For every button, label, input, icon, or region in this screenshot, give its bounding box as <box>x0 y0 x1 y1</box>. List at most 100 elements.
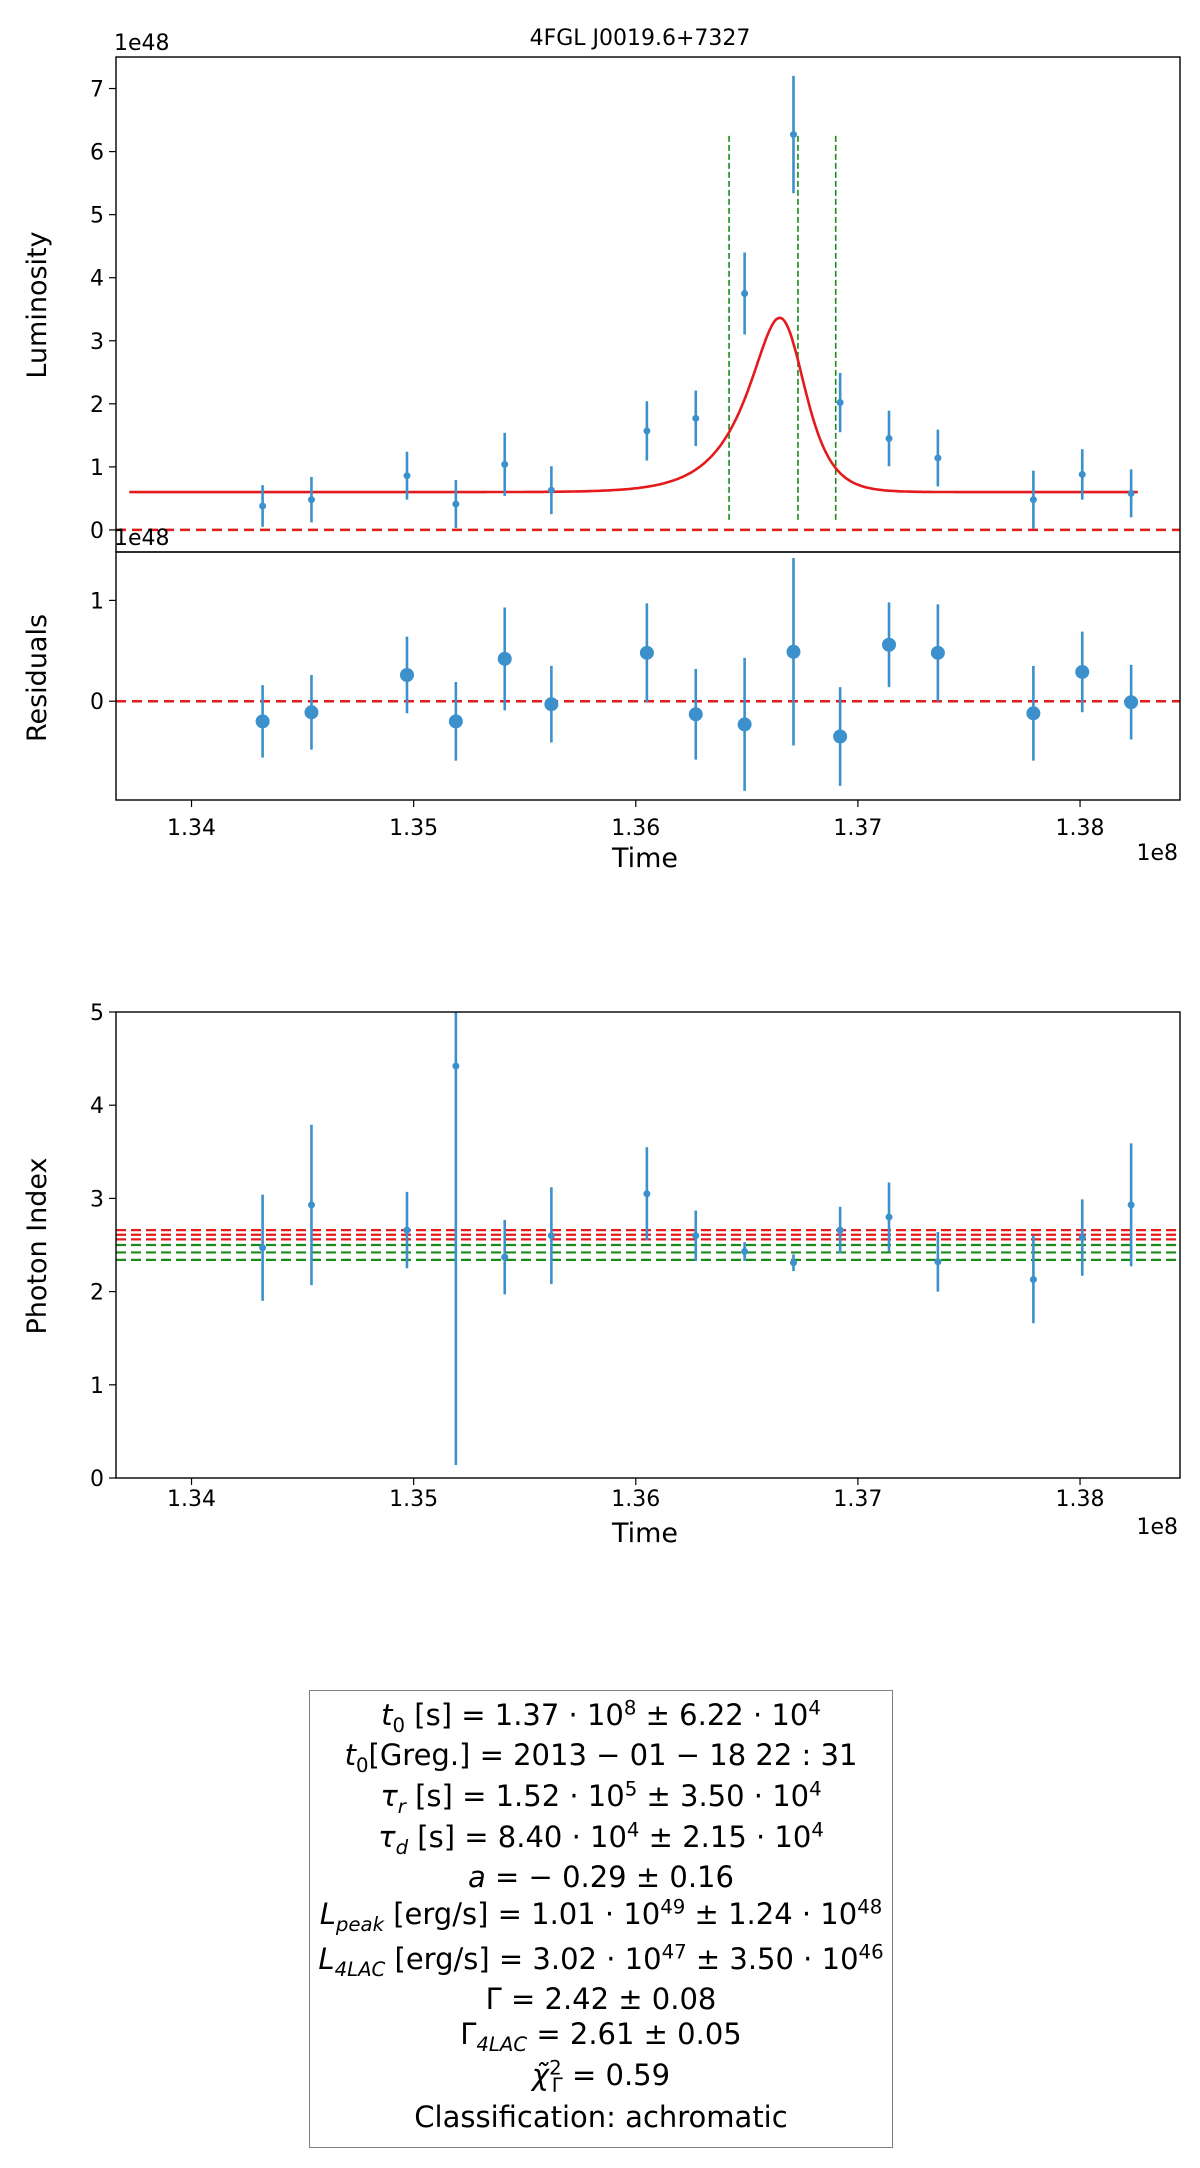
x-tick-label: 1.36 <box>611 1487 661 1512</box>
data-point <box>1029 1275 1037 1283</box>
data-point <box>497 651 512 666</box>
x-tick-label: 1.38 <box>1056 816 1105 841</box>
y-tick-label: 2 <box>90 393 104 418</box>
classification-line: Classification: achromatic <box>414 2100 788 2134</box>
t0-greg-line: t0[Greg.] = 2013 − 01 − 18 22 : 31 <box>344 1738 858 1777</box>
x-tick-label: 1.38 <box>1055 1487 1105 1512</box>
photon-index-axis-label: Photon Index <box>22 1157 53 1334</box>
residuals-x-offset-label: 1e8 <box>1136 841 1178 866</box>
data-point <box>452 1062 460 1070</box>
data-point <box>934 454 942 462</box>
y-tick-label: 5 <box>90 1001 104 1026</box>
axes-frame <box>115 1011 1181 1479</box>
a-line: a = − 0.29 ± 0.16 <box>468 1860 734 1894</box>
x-tick-label: 1.37 <box>833 816 882 841</box>
tau-r-line: τr [s] = 1.52 · 105 ± 3.50 · 104 <box>380 1777 822 1818</box>
data-point <box>885 434 893 442</box>
y-tick-label: 3 <box>90 330 104 355</box>
y-tick-label: 2 <box>90 1281 104 1306</box>
data-point <box>547 1232 555 1240</box>
luminosity-panel: 0 1 2 3 4 5 6 7 <box>90 56 1181 553</box>
x-tick-label: 1.37 <box>833 1487 883 1512</box>
y-tick-label: 4 <box>90 1094 104 1119</box>
y-tick-label: 0 <box>90 690 104 715</box>
fit-parameters-box: t0 [s] = 1.37 · 108 ± 6.22 · 104 t0[Greg… <box>309 1690 893 2148</box>
x-tick-label: 1.35 <box>389 1487 439 1512</box>
data-point <box>741 289 749 297</box>
data-point <box>1026 706 1041 721</box>
photon-index-panel: 0 1 2 3 4 5 <box>90 1001 1181 1492</box>
photon-index-x-axis-label-box: Time <box>611 1518 679 1549</box>
x-tick-label: 1.34 <box>167 816 216 841</box>
data-point <box>885 1213 893 1221</box>
data-point <box>833 729 848 744</box>
model-curve <box>129 316 1138 494</box>
data-point <box>307 496 315 504</box>
data-point <box>934 1258 942 1266</box>
y-tick-label: 5 <box>90 204 104 229</box>
data-point <box>688 707 703 722</box>
plot-area <box>116 1012 1180 1465</box>
data-point <box>1124 695 1139 710</box>
data-point <box>448 714 463 729</box>
data-point <box>255 714 270 729</box>
data-point <box>501 1253 509 1261</box>
data-point <box>643 1190 651 1198</box>
data-point <box>547 486 555 494</box>
chi-square-line: χ̃2Γ = 0.59 <box>531 2056 671 2097</box>
data-point <box>741 1248 749 1256</box>
x-tick-label: 1.34 <box>167 1487 216 1512</box>
axes-frame <box>115 551 1181 801</box>
data-point <box>737 717 752 732</box>
residuals-offset-label: 1e48 <box>114 526 170 551</box>
data-point <box>692 414 700 422</box>
data-point <box>643 427 651 435</box>
data-point <box>501 460 509 468</box>
x-tick-label: 1.35 <box>389 816 438 841</box>
data-point <box>639 645 654 660</box>
data-point <box>882 637 897 652</box>
data-point <box>836 1226 844 1234</box>
y-tick-label: 0 <box>90 519 104 544</box>
data-point <box>1029 496 1037 504</box>
data-point <box>1075 664 1090 679</box>
y-tick-label: 7 <box>90 78 104 103</box>
data-point <box>544 697 559 712</box>
y-tick-label: 3 <box>90 1187 104 1212</box>
data-point <box>930 645 945 660</box>
axes-frame <box>115 56 1181 553</box>
data-point <box>259 1244 267 1252</box>
data-point <box>259 502 267 510</box>
data-point <box>692 1232 700 1240</box>
y-tick-label: 4 <box>90 267 104 292</box>
data-point <box>452 500 460 508</box>
tau-d-line: τd [s] = 8.40 · 104 ± 2.15 · 104 <box>378 1818 824 1859</box>
data-point <box>399 667 414 682</box>
data-point <box>1127 489 1135 497</box>
plot-area <box>116 75 1180 532</box>
x-tick-label: 1.36 <box>611 816 660 841</box>
gamma-line: Γ = 2.42 ± 0.08 <box>485 1982 717 2016</box>
y-tick-label: 1 <box>90 1374 104 1399</box>
data-point <box>1078 1234 1086 1242</box>
luminosity-offset-label: 1e48 <box>114 31 170 56</box>
gamma-4lac-line: Γ4LAC = 2.61 ± 0.05 <box>460 2017 742 2056</box>
data-point <box>403 1226 411 1234</box>
residuals-x-axis-label: Time <box>611 843 678 874</box>
data-point <box>1078 470 1086 478</box>
data-point <box>304 705 319 720</box>
data-point <box>789 131 797 139</box>
t0-line: t0 [s] = 1.37 · 108 ± 6.22 · 104 <box>381 1696 821 1737</box>
data-point <box>786 644 801 659</box>
residuals-panel: 0 1 1.34 1.35 1.36 1.37 1.38 <box>90 551 1181 841</box>
data-point <box>836 399 844 407</box>
chart-title: 4FGL J0019.6+7327 <box>530 26 751 51</box>
l-4lac-line: L4LAC [erg/s] = 3.02 · 1047 ± 3.50 · 104… <box>318 1940 884 1981</box>
y-tick-label: 0 <box>90 1467 104 1492</box>
l-peak-line: Lpeak [erg/s] = 1.01 · 1049 ± 1.24 · 104… <box>319 1895 883 1936</box>
data-point <box>1127 1201 1135 1209</box>
data-point <box>789 1259 797 1267</box>
residuals-axis-label: Residuals <box>22 614 53 742</box>
y-tick-label: 1 <box>90 456 104 481</box>
y-tick-label: 6 <box>90 141 104 166</box>
